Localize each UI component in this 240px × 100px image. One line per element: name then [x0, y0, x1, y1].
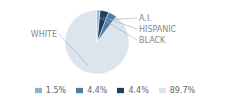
- html-text:1.5%: 1.5%: [45, 86, 67, 95]
- svg-text:WHITE: WHITE: [31, 30, 57, 39]
- svg-text:HISPANIC: HISPANIC: [139, 25, 177, 34]
- svg-text:BLACK: BLACK: [139, 36, 166, 45]
- html-text:89.7%: 89.7%: [169, 86, 196, 95]
- svg-text:A.I.: A.I.: [139, 14, 152, 23]
- html-text:4.4%: 4.4%: [87, 86, 108, 95]
- html-text:4.4%: 4.4%: [128, 86, 149, 95]
